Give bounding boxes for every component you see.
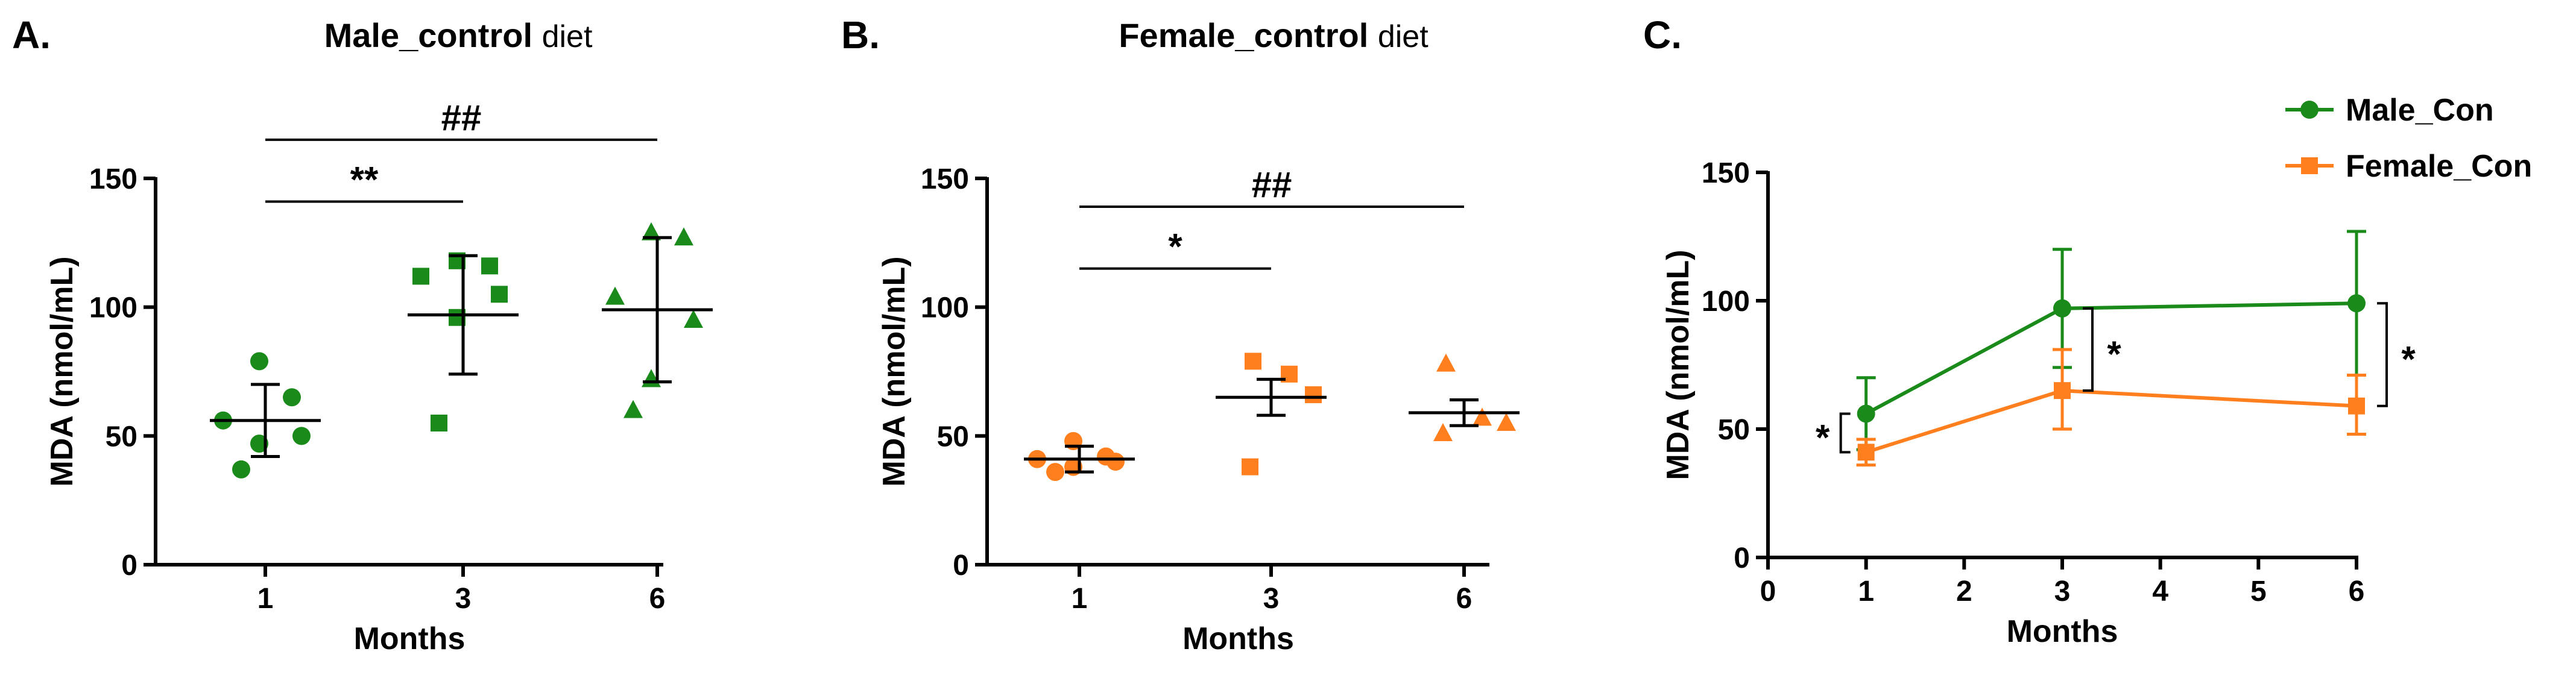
y-axis-label: MDA (nmol/mL) — [1661, 249, 1696, 480]
panel-title: Male_control diet — [324, 16, 593, 54]
y-tick-label: 100 — [1702, 286, 1750, 318]
data-point — [1242, 458, 1258, 475]
significance-label: * — [2401, 339, 2416, 379]
x-tick-label: 3 — [1263, 583, 1280, 615]
legend-label: Female_Con — [2346, 149, 2532, 184]
x-tick-label: 1 — [1858, 576, 1874, 607]
significance-label: * — [1168, 227, 1182, 267]
y-tick-label: 150 — [1702, 157, 1750, 189]
data-point — [1857, 444, 1875, 461]
y-tick-label: 50 — [937, 421, 969, 453]
significance-bracket — [1839, 412, 1851, 454]
y-axis-label: MDA (nmol/mL) — [45, 256, 80, 486]
y-tick-label: 50 — [1718, 414, 1750, 446]
x-tick-label: 3 — [455, 583, 472, 615]
y-tick-label: 50 — [106, 421, 137, 453]
data-point — [1046, 463, 1064, 482]
x-tick-label: 0 — [1760, 576, 1776, 607]
x-tick-label: 3 — [2054, 576, 2071, 607]
x-tick-label: 6 — [2349, 576, 2365, 607]
panel-a: A. Male_control diet 0 50 100 150 1 3 6 Months MDA… — [12, 13, 713, 656]
data-point — [283, 388, 301, 407]
y-tick-label: 150 — [921, 163, 969, 195]
y-tick-label: 100 — [921, 292, 969, 324]
x-tick-label: 2 — [1956, 576, 1972, 607]
data-point — [674, 227, 693, 246]
x-tick-label: 5 — [2250, 576, 2267, 607]
y-tick-label: 100 — [89, 292, 137, 324]
data-point — [1433, 423, 1453, 442]
data-point — [642, 222, 661, 240]
legend-marker — [2301, 157, 2318, 174]
y-tick-label: 150 — [89, 163, 137, 195]
data-point — [1857, 404, 1875, 423]
data-point — [1106, 453, 1125, 471]
significance-label: ** — [350, 159, 379, 199]
x-tick-label: 1 — [257, 583, 274, 615]
significance-label: ## — [1252, 165, 1292, 205]
significance-label: * — [1816, 417, 1830, 457]
x-tick-label: 6 — [649, 583, 666, 615]
data-point — [1305, 386, 1322, 403]
data-point — [2053, 299, 2071, 318]
data-point — [623, 400, 643, 418]
x-axis-label: Months — [1182, 621, 1294, 656]
data-point — [481, 257, 498, 275]
significance-bracket — [2083, 307, 2094, 392]
legend-label: Male_Con — [2346, 93, 2494, 128]
data-point — [1436, 353, 1456, 372]
data-point — [1473, 407, 1492, 426]
data-point — [250, 352, 268, 371]
data-point — [292, 427, 311, 445]
data-point — [2348, 397, 2365, 415]
y-tick-label: 0 — [953, 550, 969, 582]
y-tick-label: 0 — [1734, 542, 1750, 574]
significance-bracket — [2377, 302, 2388, 407]
panel-title: Female_control diet — [1119, 16, 1428, 54]
panel-letter: A. — [12, 13, 51, 57]
panel-letter: B. — [841, 13, 880, 57]
panel-title-suffix: diet — [542, 19, 593, 54]
data-point — [2347, 294, 2366, 313]
data-point — [491, 286, 508, 303]
data-point — [684, 310, 703, 328]
data-point — [1245, 353, 1261, 370]
panel-title-suffix: diet — [1378, 19, 1428, 54]
x-tick-label: 4 — [2152, 576, 2168, 607]
data-point — [605, 286, 625, 305]
x-axis-label: Months — [2007, 614, 2118, 649]
data-point — [412, 268, 429, 285]
y-tick-label: 0 — [121, 550, 137, 582]
panel-c: C. 0 50 100 150 0 1 2 3 4 5 6 Months MDA (nmol/mL) * * *… — [1643, 13, 2532, 649]
data-point — [1497, 412, 1516, 431]
legend-marker — [2300, 101, 2319, 119]
y-axis-label: MDA (nmol/mL) — [877, 256, 912, 486]
significance-label: * — [2107, 334, 2121, 374]
x-tick-label: 1 — [1072, 583, 1088, 615]
data-point — [431, 414, 447, 432]
data-point — [232, 460, 250, 479]
x-axis-label: Months — [354, 621, 466, 656]
series-line — [1865, 389, 2357, 454]
x-tick-label: 6 — [1456, 583, 1473, 615]
panel-letter: C. — [1643, 13, 1682, 57]
panel-b: B. Female_control diet 0 50 100 150 1 3 6 Months M… — [841, 13, 1520, 656]
data-point — [2054, 382, 2071, 400]
significance-label: ## — [441, 98, 482, 138]
